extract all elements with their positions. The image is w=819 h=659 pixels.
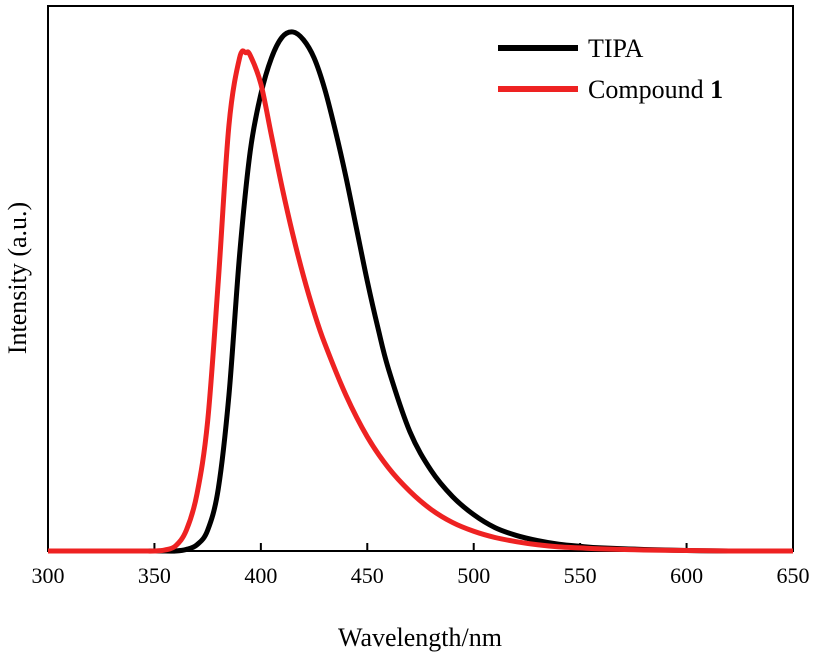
series-line-compound-1 — [48, 48, 794, 554]
plot-frame — [47, 5, 794, 552]
x-axis-title: Wavelength/nm — [338, 623, 502, 652]
series-layer — [48, 29, 794, 554]
legend-label-compound-prefix: Compound — [588, 75, 710, 104]
x-tick-label-300: 300 — [32, 563, 65, 588]
x-tick-label-600: 600 — [670, 563, 703, 588]
y-axis-title: Intensity (a.u.) — [3, 202, 32, 354]
legend-label-tipa: TIPA — [588, 34, 644, 63]
x-tick-label-500: 500 — [457, 563, 490, 588]
x-tick-label-400: 400 — [244, 563, 277, 588]
x-tick-label-650: 650 — [777, 563, 810, 588]
series-line-tipa — [48, 29, 794, 554]
legend-label-compound-number: 1 — [710, 75, 723, 104]
legend: TIPA Compound 1 — [498, 34, 723, 104]
x-axis-ticks — [47, 543, 794, 551]
x-axis-tick-labels: 300 350 400 450 500 550 600 650 — [32, 563, 810, 588]
x-tick-label-450: 450 — [351, 563, 384, 588]
legend-label-compound-1: Compound 1 — [588, 75, 723, 104]
x-tick-label-550: 550 — [564, 563, 597, 588]
x-tick-label-350: 350 — [138, 563, 171, 588]
